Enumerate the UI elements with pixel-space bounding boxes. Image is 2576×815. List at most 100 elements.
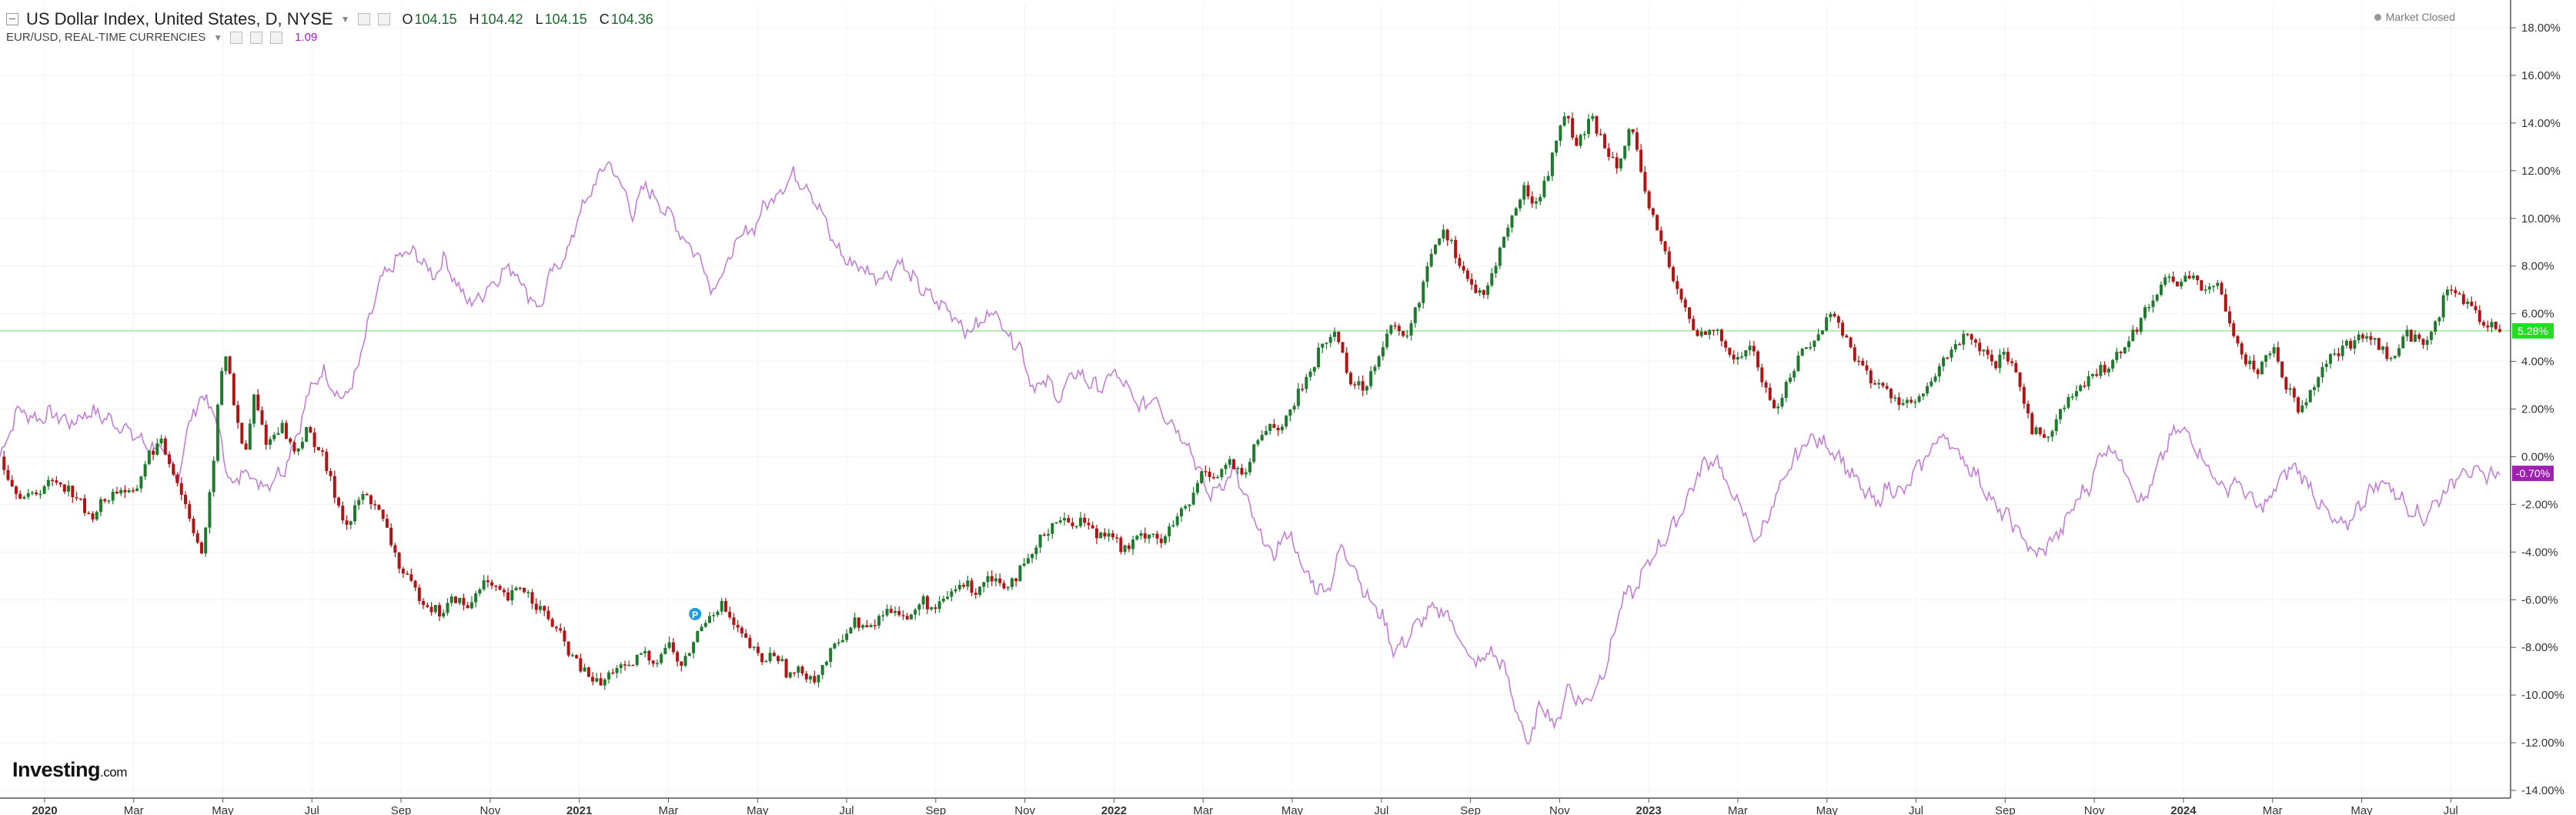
candle-body (2454, 289, 2457, 294)
chevron-down-icon[interactable]: ▼ (213, 32, 223, 43)
collapse-icon[interactable] (6, 13, 18, 25)
settings-icon[interactable] (357, 13, 370, 25)
candle-body (2333, 353, 2337, 355)
eurusd-series (0, 161, 2501, 746)
candle-body (272, 434, 276, 439)
candle-body (925, 596, 929, 610)
candle-body (1014, 578, 1018, 582)
compare-value: 1.09 (295, 31, 318, 44)
candle-body (175, 474, 179, 483)
candle-body (1809, 346, 1813, 349)
candle-body (889, 609, 893, 613)
candle-body (1341, 342, 1345, 353)
candle-body (2482, 322, 2486, 326)
x-tick-label: Mar (1193, 804, 1213, 815)
candle-body (2006, 352, 2010, 362)
candle-body (1933, 376, 1937, 382)
candle-body (760, 653, 764, 663)
candle-body (2292, 388, 2296, 398)
ohlc-close: C 104.36 (599, 11, 653, 27)
candle-body (1127, 545, 1131, 549)
candle-body (179, 483, 183, 495)
candle-body (83, 498, 87, 513)
candle-body (506, 592, 510, 601)
candle-body (1333, 332, 1337, 337)
candle-body (486, 580, 489, 583)
x-tick-label: Nov (1549, 804, 1570, 815)
candle-body (1534, 201, 1538, 204)
x-tick-label: May (212, 804, 234, 815)
candle-body (941, 598, 945, 602)
candle-body (1478, 289, 1482, 293)
candle-body (1188, 504, 1191, 506)
candle-body (1776, 406, 1780, 409)
candle-body (1719, 329, 1723, 342)
candle-body (1865, 365, 1869, 371)
candle-body (1550, 152, 1554, 176)
candle-body (1087, 523, 1091, 526)
candle-body (2450, 289, 2454, 291)
candle-body (417, 587, 421, 601)
candle-body (192, 518, 195, 533)
candle-body (2155, 294, 2159, 301)
candle-body (353, 505, 357, 522)
close-icon[interactable] (270, 31, 283, 44)
candle-body (2196, 276, 2200, 281)
candle-body (586, 667, 590, 677)
candle-body (1373, 366, 1377, 372)
candle-body (1224, 464, 1228, 469)
candle-body (1656, 215, 1659, 231)
candle-body (2147, 306, 2151, 309)
x-tick-label: Nov (1014, 804, 1035, 815)
candle-body (10, 479, 14, 487)
compare-symbol-title[interactable]: EUR/USD, REAL-TIME CURRENCIES (6, 31, 206, 44)
candle-body (1893, 397, 1897, 399)
candle-body (1074, 526, 1078, 528)
candle-body (2224, 294, 2227, 312)
candle-body (877, 616, 881, 626)
candle-body (1026, 558, 1030, 564)
candle-body (329, 471, 332, 476)
candle-body (1599, 133, 1602, 135)
candle-body (1635, 132, 1639, 150)
candle-body (696, 631, 700, 643)
candle-body (2090, 374, 2094, 376)
candle-body (35, 492, 38, 495)
candle-body (1071, 522, 1074, 526)
candle-body (1651, 208, 1655, 215)
candle-body (946, 596, 950, 599)
candle-body (1526, 185, 1530, 197)
eurusd-line (0, 161, 2501, 746)
candle-body (1716, 329, 1719, 331)
candle-body (1449, 239, 1453, 242)
candle-body (905, 616, 909, 620)
candle-body (1438, 238, 1442, 246)
candle-body (2167, 276, 2171, 278)
candle-body (1582, 134, 1586, 135)
candle-body (1768, 387, 1772, 400)
hide-icon[interactable] (377, 13, 390, 25)
main-symbol-title[interactable]: US Dollar Index, United States, D, NYSE (26, 9, 333, 28)
hide-icon[interactable] (250, 31, 263, 44)
candle-body (2409, 329, 2413, 342)
candle-body (244, 443, 248, 450)
candle-body (974, 593, 977, 596)
candle-body (195, 533, 199, 543)
y-tick-label: 8.00% (2521, 260, 2554, 273)
candle-body (1619, 158, 1622, 169)
candle-body (365, 493, 369, 496)
candle-body (1929, 381, 1933, 386)
candle-body (422, 600, 426, 606)
settings-icon[interactable] (230, 31, 243, 44)
chevron-down-icon[interactable]: ▼ (340, 14, 350, 25)
investing-logo[interactable]: Investing.com (12, 758, 127, 781)
candle-body (1703, 331, 1707, 336)
candle-body (300, 442, 304, 449)
candle-body (1958, 344, 1962, 346)
dxy-last-value-badge-bg (2512, 322, 2554, 339)
candle-body (2437, 317, 2441, 322)
y-tick-label: 2.00% (2521, 403, 2554, 416)
candle-body (228, 356, 232, 374)
candle-body (1562, 116, 1566, 126)
